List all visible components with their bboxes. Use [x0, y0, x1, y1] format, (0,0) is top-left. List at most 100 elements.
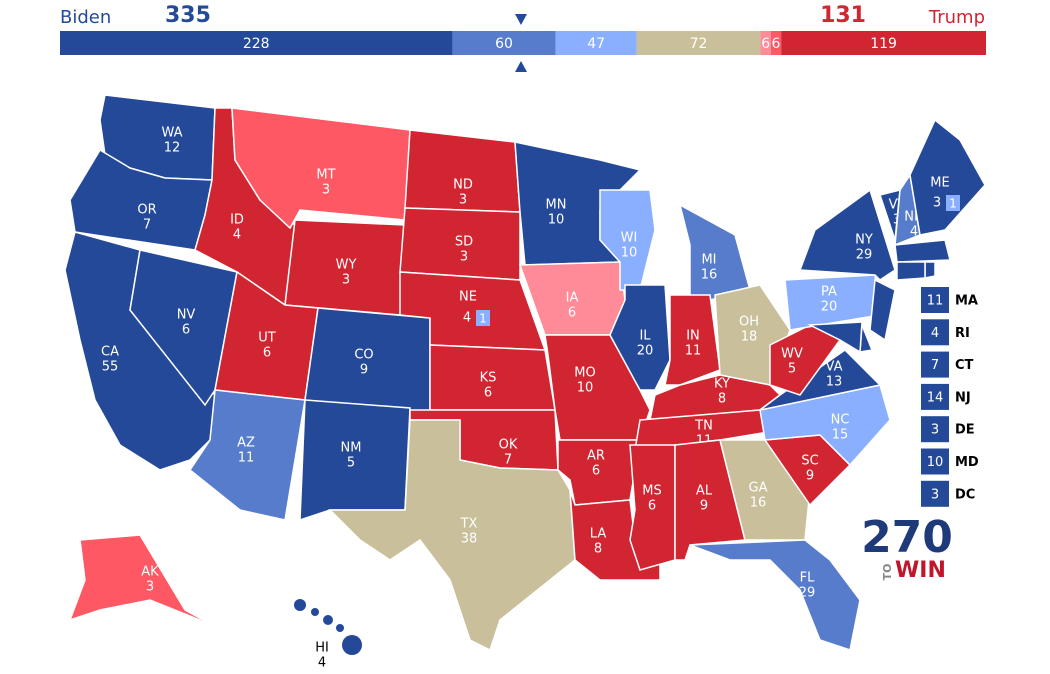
state-abbr: TX — [460, 517, 478, 532]
side-ev: 7 — [931, 358, 939, 373]
state-ev: 13 — [826, 375, 843, 390]
state-shape — [807, 321, 863, 354]
rating-bar: 228 60 47 72 6 6 119 — [60, 31, 986, 55]
state-ev: 18 — [741, 330, 758, 345]
state-ev: 3 — [322, 183, 330, 198]
side-abbr: DE — [955, 423, 975, 438]
bar-segment — [781, 31, 986, 55]
side-ev: 10 — [927, 455, 944, 470]
side-abbr: MA — [955, 294, 978, 309]
state-ev: 16 — [750, 496, 767, 511]
state-abbr: UT — [258, 331, 276, 346]
side-ev: 11 — [927, 294, 944, 309]
state-abbr: OH — [739, 315, 759, 330]
state-shape — [894, 239, 951, 263]
state-abbr: TN — [694, 419, 713, 434]
state-abbr: AL — [696, 484, 713, 499]
state-ev: 7 — [504, 453, 512, 468]
state-ev: 6 — [263, 346, 271, 361]
bar-label: 60 — [495, 36, 513, 52]
state-ev: 20 — [821, 300, 838, 315]
side-ev: 3 — [931, 423, 939, 438]
state-ev: 7 — [143, 218, 151, 233]
state-abbr: AR — [587, 449, 605, 464]
state-ev: 15 — [832, 428, 849, 443]
state-shape — [323, 615, 333, 625]
state-abbr: WV — [781, 347, 803, 362]
state-ev: 11 — [238, 451, 255, 466]
side-ev: 3 — [931, 487, 939, 502]
state-abbr: MS — [642, 484, 661, 499]
state-abbr: WA — [161, 126, 182, 141]
state-abbr: NV — [177, 308, 196, 323]
district-ev: 1 — [949, 197, 957, 211]
state-abbr: VA — [826, 360, 843, 375]
state-ev: 9 — [700, 499, 708, 514]
state-shape — [924, 261, 936, 279]
state-abbr: NY — [855, 233, 873, 248]
side-box — [921, 287, 949, 313]
state-ev: 10 — [548, 213, 565, 228]
state-ev: 6 — [484, 386, 492, 401]
bar-segment — [452, 31, 556, 55]
state-abbr: IL — [639, 329, 651, 344]
logo: 270 TO WIN — [861, 512, 953, 583]
state-shape — [798, 188, 896, 281]
state-abbr: GA — [749, 481, 768, 496]
total-left: 335 — [165, 3, 211, 28]
state-abbr: WY — [336, 258, 357, 273]
side-box — [921, 383, 949, 410]
state-shape — [759, 349, 882, 411]
side-abbr: CT — [955, 358, 974, 373]
state-shape — [869, 278, 896, 342]
state-ev: 5 — [788, 362, 796, 377]
state-ev: 4 — [463, 311, 471, 326]
state-ev: 6 — [568, 306, 576, 321]
logo-small: TO — [881, 564, 894, 581]
state-abbr: IN — [686, 329, 700, 344]
midpoint-marker — [515, 61, 527, 72]
state-abbr: FL — [800, 571, 815, 586]
side-ev: 4 — [931, 326, 939, 341]
candidate-left: Biden — [60, 7, 111, 28]
bar-label: 47 — [587, 36, 605, 52]
bar-label: 228 — [243, 36, 270, 52]
side-abbr: MD — [955, 455, 979, 470]
state-shape — [294, 599, 306, 611]
logo-number: 270 — [861, 512, 953, 563]
side-abbr: NJ — [955, 390, 971, 405]
candidate-right: Trump — [928, 7, 985, 28]
side-box — [921, 416, 949, 443]
state-abbr: MN — [546, 198, 567, 213]
state-ev: 3 — [933, 196, 941, 211]
side-box — [921, 319, 949, 346]
state-ev: 10 — [577, 381, 594, 396]
state-abbr: MT — [316, 168, 335, 183]
state-ev: 3 — [460, 250, 468, 265]
state-shape — [336, 624, 344, 632]
state-abbr: HI — [315, 641, 329, 656]
state-abbr: OR — [137, 203, 156, 218]
district-box — [946, 195, 960, 211]
state-shape — [342, 635, 362, 655]
state-ev: 4 — [233, 228, 241, 243]
state-abbr: ND — [453, 178, 473, 193]
state-ev: 6 — [648, 499, 656, 514]
state-ev: 11 — [685, 344, 702, 359]
side-abbr: DC — [955, 487, 975, 502]
state-shape — [909, 118, 986, 236]
district-ev: 1 — [479, 312, 487, 326]
midpoint-marker — [515, 14, 527, 25]
state-ev: 9 — [360, 363, 368, 378]
state-abbr: OK — [499, 438, 518, 453]
state-shape — [328, 419, 576, 652]
bar-segment — [60, 31, 453, 55]
state-abbr: AK — [141, 565, 159, 580]
state-abbr: KS — [480, 371, 497, 386]
state-shape — [68, 534, 241, 641]
state-ev: 16 — [701, 268, 718, 283]
state-shape — [689, 539, 861, 651]
